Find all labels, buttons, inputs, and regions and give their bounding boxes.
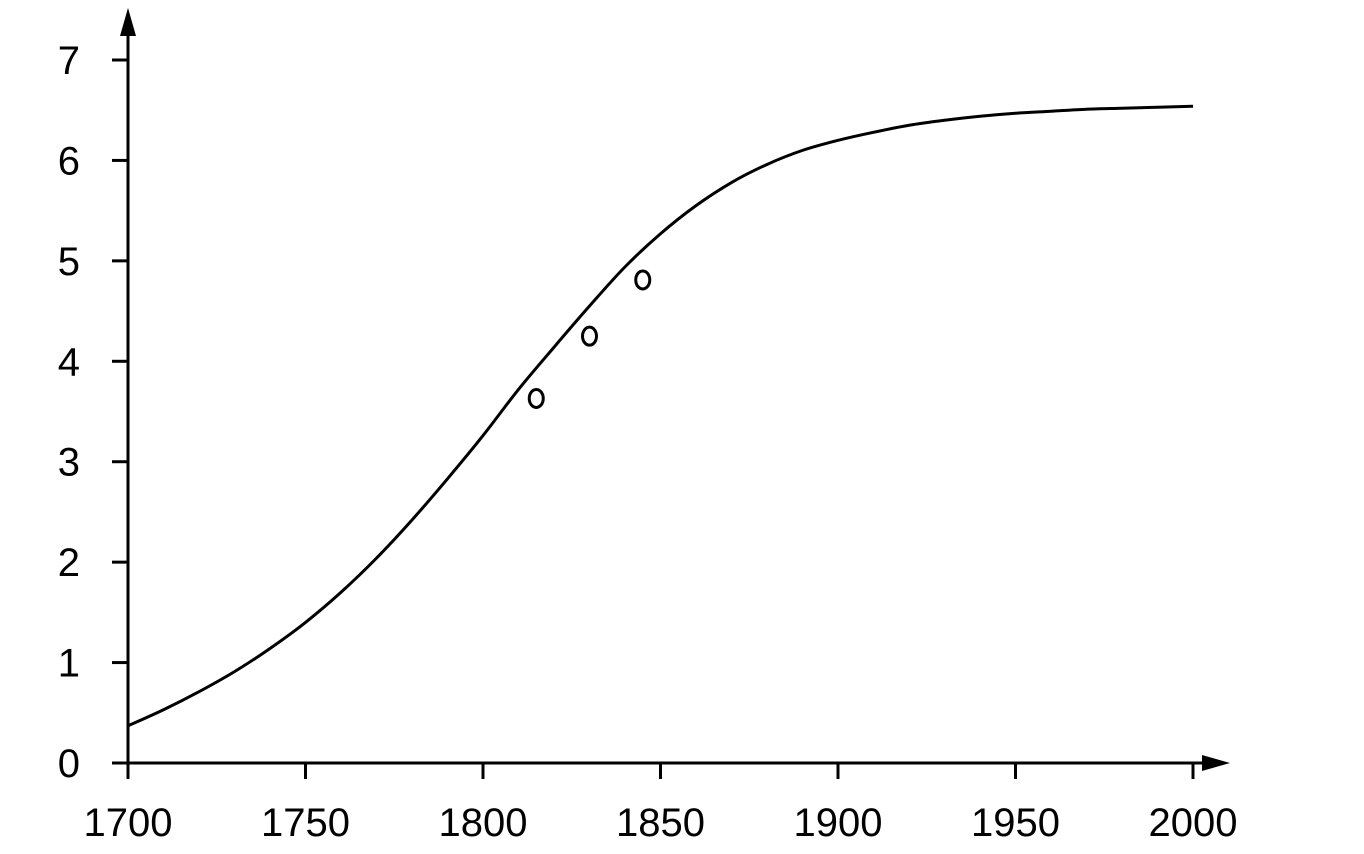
y-tick-label: 0 — [58, 742, 80, 786]
x-tick-label: 2000 — [1149, 801, 1238, 845]
y-axis-tick-labels: 0 1 2 3 4 5 6 7 — [58, 39, 80, 786]
x-axis-arrow — [1202, 755, 1230, 771]
x-tick-label: 1800 — [439, 801, 528, 845]
x-tick-label: 1950 — [971, 801, 1060, 845]
plot-area — [127, 104, 1194, 728]
y-tick-label: 5 — [58, 240, 80, 284]
y-tick-label: 4 — [58, 340, 80, 384]
data-point-marker — [634, 269, 652, 291]
y-tick-label: 2 — [58, 541, 80, 585]
y-axis-ticks — [112, 58, 128, 765]
x-tick-label: 1750 — [261, 801, 350, 845]
axes — [120, 8, 1230, 771]
x-tick-label: 1900 — [794, 801, 883, 845]
y-tick-label: 7 — [58, 39, 80, 83]
x-tick-label: 1850 — [616, 801, 705, 845]
data-point-marker — [581, 325, 598, 347]
y-axis-arrow — [120, 8, 136, 36]
y-tick-label: 6 — [58, 139, 80, 183]
x-tick-label: 1700 — [84, 801, 173, 845]
y-tick-label: 3 — [58, 441, 80, 485]
x-axis-tick-labels: 1700 1750 1800 1850 1900 1950 2000 — [84, 801, 1238, 845]
curve-line — [127, 104, 1194, 728]
x-axis-ticks — [126, 763, 1195, 779]
data-point-marker — [527, 387, 545, 409]
y-tick-label: 1 — [58, 642, 80, 686]
